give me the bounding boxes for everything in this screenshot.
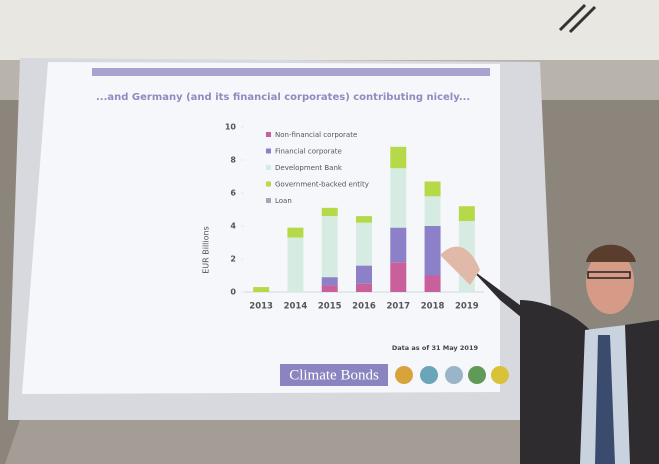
photo: ...and Germany (and its financial corpor… [0, 0, 659, 464]
bar-segment [356, 284, 372, 292]
title-bar [92, 68, 490, 76]
x-tick-label: 2014 [284, 302, 308, 312]
bar-segment [253, 287, 269, 292]
bar-segment [390, 228, 406, 263]
bar-segment [425, 226, 441, 276]
x-tick-label: 2015 [318, 302, 342, 312]
legend-label: Loan [275, 197, 292, 205]
legend-swatch [266, 149, 271, 154]
icon [395, 366, 413, 384]
x-tick-label: 2016 [352, 302, 376, 312]
bar-segment [287, 228, 303, 238]
legend-label: Government-backed entity [275, 181, 369, 189]
bar-segment [459, 206, 475, 221]
y-tick-label: 8 [230, 156, 236, 165]
slide-title: ...and Germany (and its financial corpor… [96, 92, 470, 103]
bar-segment [425, 196, 441, 226]
x-tick-label: 2019 [455, 302, 479, 312]
legend-swatch [266, 198, 271, 203]
icon [420, 366, 438, 384]
bar-segment [356, 223, 372, 266]
y-tick-label: 6 [230, 189, 236, 198]
bar-segment [390, 168, 406, 227]
bar-segment [322, 277, 338, 285]
legend-label: Non-financial corporate [275, 131, 357, 139]
bar-segment [356, 216, 372, 223]
bar-segment [425, 276, 441, 293]
x-tick-label: 2018 [421, 302, 445, 312]
bar-segment [425, 181, 441, 196]
bar-segment [322, 285, 338, 292]
legend-swatch [266, 182, 271, 187]
bar-segment [322, 208, 338, 216]
floor-wall [5, 420, 560, 464]
icon [445, 366, 463, 384]
y-tick-label: 4 [230, 222, 236, 231]
icon [468, 366, 486, 384]
legend-label: Financial corporate [275, 148, 342, 156]
source-note: Data as of 31 May 2019 [392, 344, 479, 352]
bar-segment [322, 216, 338, 277]
legend-swatch [266, 132, 271, 137]
bar-segment [390, 147, 406, 168]
y-tick-label: 10 [225, 123, 237, 132]
bar-segment [287, 238, 303, 292]
legend-swatch [266, 165, 271, 170]
y-tick-label: 0 [230, 288, 236, 297]
bar-segment [390, 262, 406, 292]
y-tick-label: 2 [230, 255, 236, 264]
y-axis-label: EUR Billions [202, 226, 211, 274]
logo: Climate Bonds [289, 367, 379, 383]
legend-label: Development Bank [275, 164, 343, 172]
x-tick-label: 2017 [386, 302, 410, 312]
x-tick-label: 2013 [249, 302, 273, 312]
icon [491, 366, 509, 384]
bar-segment [356, 266, 372, 284]
